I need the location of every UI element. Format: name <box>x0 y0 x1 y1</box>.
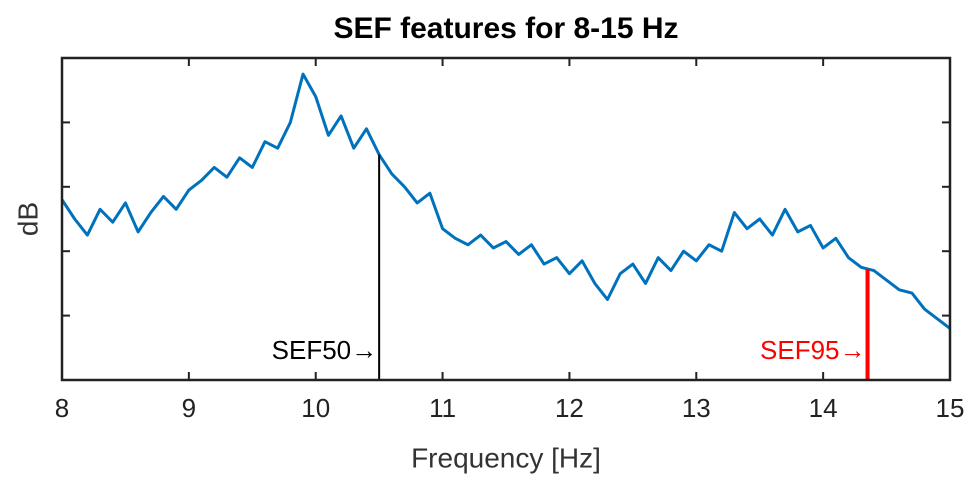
y-axis-label: dB <box>12 202 43 236</box>
x-tick-label: 9 <box>182 393 196 423</box>
x-tick-label: 13 <box>682 393 711 423</box>
x-tick-label: 11 <box>429 393 456 423</box>
x-tick-label: 15 <box>936 393 965 423</box>
chart-title: SEF features for 8-15 Hz <box>333 12 678 45</box>
x-tick-label: 8 <box>55 393 69 423</box>
x-tick-label: 14 <box>809 393 838 423</box>
x-tick-label: 10 <box>301 393 330 423</box>
plot-frame <box>60 56 952 382</box>
x-axis-label: Frequency [Hz] <box>411 442 601 473</box>
data-line <box>60 72 951 330</box>
annotation-label: SEF50→ <box>272 335 378 365</box>
x-tick-label: 12 <box>555 393 584 423</box>
annotation-label: SEF95→ <box>760 335 866 365</box>
